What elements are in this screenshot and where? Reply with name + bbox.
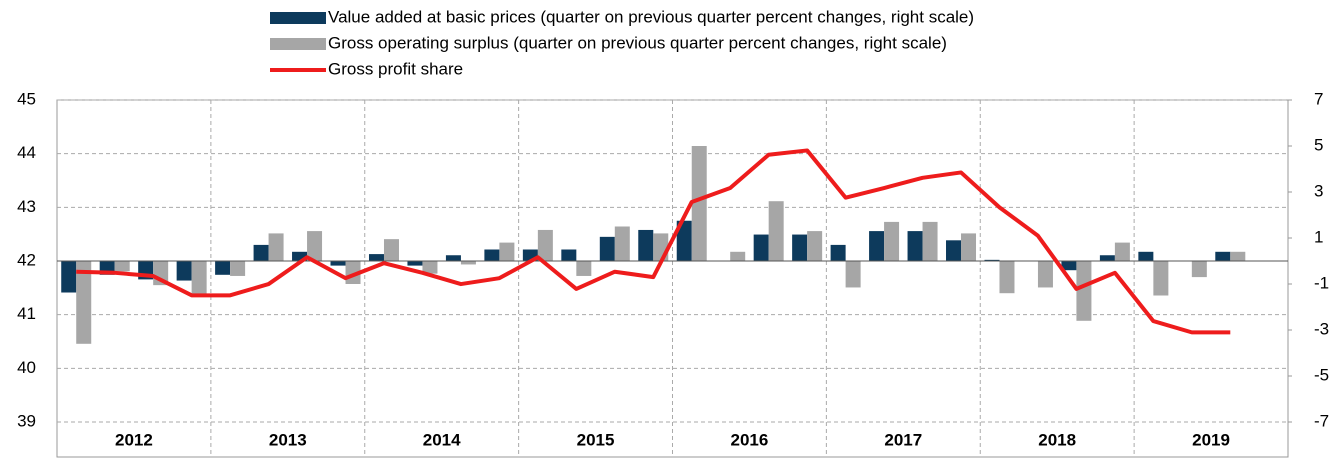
bar	[576, 261, 592, 276]
y-tick-label: 40	[17, 358, 36, 377]
x-group-label: 2017	[884, 430, 922, 449]
x-group-label: 2015	[577, 430, 615, 449]
bar	[445, 255, 461, 261]
bar	[676, 220, 692, 261]
bar	[922, 221, 938, 261]
bar	[176, 261, 192, 281]
bar	[946, 240, 962, 261]
bar	[383, 239, 399, 261]
bar	[61, 261, 77, 293]
bar	[114, 261, 130, 272]
y2-tick-label: -3	[1314, 319, 1329, 338]
bar	[599, 236, 615, 261]
bar	[1076, 261, 1092, 321]
x-group-label: 2019	[1192, 430, 1230, 449]
bar	[830, 244, 846, 261]
x-group-label: 2013	[269, 430, 307, 449]
bar	[253, 244, 269, 261]
y-tick-label: 41	[17, 304, 36, 323]
bar	[614, 226, 630, 261]
bar	[792, 234, 808, 261]
x-group-label: 2018	[1038, 430, 1076, 449]
bar	[1215, 251, 1231, 261]
legend-label: Gross operating surplus (quarter on prev…	[328, 33, 947, 52]
y2-tick-label: 5	[1314, 135, 1323, 154]
bar	[845, 261, 861, 288]
bar	[292, 251, 308, 261]
line	[76, 148, 1231, 335]
bar	[884, 221, 900, 261]
bar	[76, 261, 92, 344]
y-tick-label: 44	[17, 143, 36, 162]
bar	[961, 233, 977, 261]
bar	[730, 251, 746, 261]
legend-label: Gross profit share	[328, 59, 463, 78]
bar	[1191, 261, 1207, 278]
y2-tick-label: -5	[1314, 365, 1329, 384]
bar	[653, 233, 669, 261]
y-tick-label: 43	[17, 197, 36, 216]
bar	[1138, 251, 1154, 261]
bar	[1061, 261, 1077, 271]
bar	[807, 231, 823, 261]
legend-label: Value added at basic prices (quarter on …	[328, 7, 974, 26]
bar	[1114, 242, 1130, 261]
bar	[1099, 255, 1115, 261]
y2-tick-label: 1	[1314, 227, 1323, 246]
legend-swatch	[270, 38, 326, 50]
y2-tick-label: -1	[1314, 273, 1329, 292]
bar	[268, 233, 284, 261]
bar	[484, 249, 500, 261]
bar	[984, 259, 1000, 261]
bar	[561, 249, 577, 261]
y-tick-label: 42	[17, 250, 36, 269]
bar	[768, 201, 784, 261]
bar	[307, 231, 323, 261]
y2-tick-label: -7	[1314, 411, 1329, 430]
x-group-label: 2012	[115, 430, 153, 449]
bar	[499, 242, 515, 261]
bar	[537, 229, 553, 261]
bar	[869, 231, 885, 261]
bar	[1153, 261, 1169, 296]
bar	[407, 261, 423, 266]
y-tick-label: 39	[17, 411, 36, 430]
bar	[638, 229, 654, 261]
y2-tick-label: 7	[1314, 89, 1323, 108]
bar	[522, 249, 538, 261]
x-group-label: 2016	[731, 430, 769, 449]
legend-swatch	[270, 12, 326, 24]
bar	[368, 254, 384, 261]
bar	[1230, 251, 1246, 261]
bar	[215, 261, 231, 275]
bar	[1037, 261, 1053, 288]
x-group-label: 2014	[423, 430, 461, 449]
bar	[191, 261, 207, 296]
y-tick-label: 45	[17, 89, 36, 108]
bar	[330, 261, 346, 266]
bar	[691, 146, 707, 261]
y2-tick-label: 3	[1314, 181, 1323, 200]
bar	[999, 261, 1015, 294]
bar	[753, 234, 769, 261]
bar	[230, 261, 246, 276]
bar	[907, 231, 923, 261]
bar	[422, 261, 438, 274]
bar	[460, 261, 476, 265]
